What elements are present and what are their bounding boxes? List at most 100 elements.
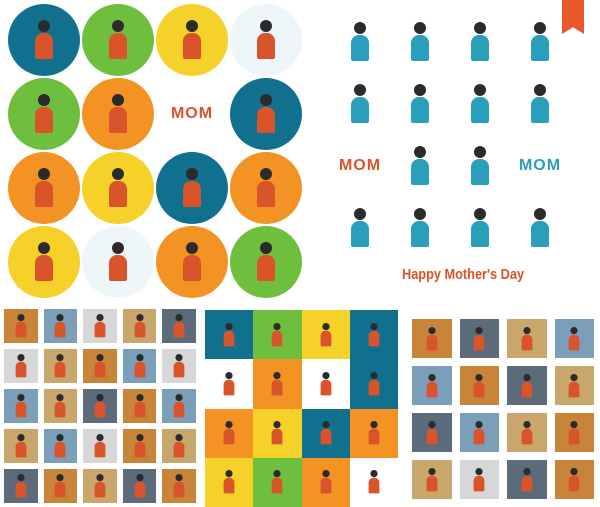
icon-tile	[554, 413, 594, 452]
mother-figure-icon	[14, 474, 27, 498]
mother-icon-circle	[230, 226, 302, 298]
mother-figure-icon	[33, 20, 55, 60]
icon-tile	[43, 389, 78, 423]
mother-figure-icon	[133, 354, 146, 378]
mother-figure-icon	[271, 371, 284, 396]
icon-tile	[83, 429, 117, 463]
icon-tile	[83, 389, 117, 423]
mother-figure-icon	[133, 434, 146, 458]
icon-tile	[43, 429, 78, 463]
mother-figure-icon	[473, 373, 486, 398]
icon-tile	[459, 319, 499, 358]
mother-figure-icon	[33, 168, 55, 208]
icon-tile	[4, 309, 38, 343]
icon-tile	[412, 413, 452, 452]
mother-figure-icon	[54, 394, 67, 418]
mother-icon-circle	[156, 4, 228, 76]
mother-figure-icon	[255, 168, 277, 208]
icon-tile	[43, 349, 78, 383]
mother-figure-icon	[529, 22, 551, 62]
icon-tile	[253, 408, 302, 458]
mother-figure-icon	[568, 326, 581, 351]
mother-figure-icon	[133, 394, 146, 418]
mother-figure-icon	[520, 326, 533, 351]
icon-tile	[43, 469, 78, 503]
mother-figure-icon	[223, 371, 236, 396]
mother-figure-icon	[255, 242, 277, 282]
mother-icon-circle	[156, 152, 228, 224]
mother-flat-icon	[460, 80, 500, 128]
mother-figure-icon	[54, 474, 67, 498]
icon-tile	[4, 349, 38, 383]
mother-figure-icon	[133, 474, 146, 498]
mother-figure-icon	[409, 208, 431, 248]
mother-figure-icon	[271, 322, 284, 347]
icon-tile	[554, 366, 594, 405]
icon-tile	[83, 349, 117, 383]
mother-figure-icon	[319, 371, 332, 396]
icon-tile	[122, 469, 157, 503]
icon-tile	[301, 457, 350, 507]
mother-figure-icon	[367, 322, 380, 347]
icon-tile	[349, 408, 398, 458]
mother-figure-icon	[349, 84, 371, 124]
mother-figure-icon	[473, 326, 486, 351]
icon-tile	[301, 359, 350, 409]
mother-figure-icon	[173, 394, 186, 418]
mother-figure-icon	[425, 326, 438, 351]
mother-icon-circle	[8, 226, 80, 298]
mother-icon-circle	[230, 4, 302, 76]
mother-figure-icon	[14, 314, 27, 338]
mother-flat-icon	[400, 204, 440, 252]
mother-figure-icon	[473, 420, 486, 445]
mother-figure-icon	[223, 322, 236, 347]
icon-tile	[4, 469, 38, 503]
mother-figure-icon	[319, 470, 332, 494]
mother-figure-icon	[133, 314, 146, 338]
mother-icon-circle	[8, 78, 80, 150]
mother-figure-icon	[529, 208, 551, 248]
mother-figure-icon	[469, 84, 491, 124]
mother-figure-icon	[425, 373, 438, 398]
happy-mothers-day-title: Happy Mother's Day	[402, 266, 525, 283]
icon-tile	[507, 413, 547, 452]
mother-flat-icon	[460, 18, 500, 66]
mother-flat-icon	[520, 204, 560, 252]
shadow-square-icon-set	[408, 315, 598, 503]
mother-figure-icon	[319, 322, 332, 347]
mother-icon-circle: MOM	[156, 78, 228, 150]
icon-tile	[412, 460, 452, 499]
mother-flat-icon	[400, 142, 440, 190]
bookmark-ribbon-icon	[562, 0, 584, 34]
mother-figure-icon	[93, 434, 106, 458]
mother-figure-icon	[93, 474, 106, 498]
icon-tile	[205, 408, 254, 458]
mother-figure-icon	[319, 421, 332, 445]
mother-figure-icon	[93, 314, 106, 338]
mother-icon-circle	[8, 4, 80, 76]
mother-figure-icon	[520, 467, 533, 492]
mother-flat-icon	[460, 142, 500, 190]
mother-figure-icon	[181, 168, 203, 208]
mother-figure-icon	[367, 470, 380, 494]
mother-figure-icon	[568, 373, 581, 398]
mother-icon-circle	[230, 78, 302, 150]
mother-figure-icon	[93, 394, 106, 418]
icon-tile	[507, 366, 547, 405]
icon-tile	[507, 319, 547, 358]
icon-tile	[205, 457, 254, 507]
mother-figure-icon	[14, 354, 27, 378]
mother-flat-icon	[340, 80, 380, 128]
mother-figure-icon	[181, 242, 203, 282]
mother-figure-icon	[107, 94, 129, 134]
icon-tile	[412, 366, 452, 405]
icon-tile	[122, 349, 157, 383]
mother-figure-icon	[529, 84, 551, 124]
mother-figure-icon	[409, 84, 431, 124]
icon-tile	[83, 309, 117, 343]
icon-tile	[349, 310, 398, 360]
mother-figure-icon	[367, 421, 380, 445]
mother-figure-icon	[54, 434, 67, 458]
mother-figure-icon	[349, 22, 371, 62]
icon-tile	[253, 310, 302, 360]
